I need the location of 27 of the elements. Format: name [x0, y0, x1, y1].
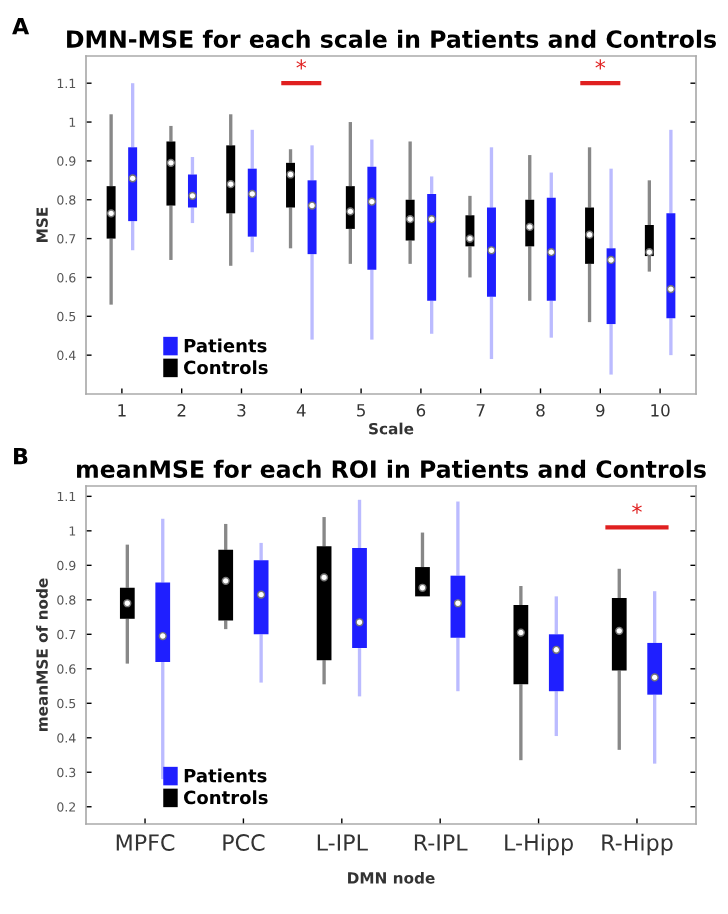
x-tick-label: 9: [596, 404, 605, 417]
annotation: *: [296, 59, 307, 70]
x-tick-label: 3: [237, 404, 246, 417]
x-tick-label: 1: [118, 404, 126, 417]
x-tick-label: 7: [476, 404, 485, 417]
x-tick-label: 5: [357, 404, 365, 417]
legend-label: Patients: [184, 768, 267, 783]
x-tick-label: MPFC: [116, 834, 175, 851]
chart-title: meanMSE for each ROI in Patients and Controls: [77, 459, 706, 478]
x-tick-label: R-IPL: [414, 834, 468, 851]
chart-title: DMN-MSE for each scale in Patients and Controls: [67, 29, 716, 48]
x-tick-label: L-IPL: [317, 834, 368, 851]
x-tick-label: 6: [416, 404, 426, 417]
annotation: *: [632, 503, 642, 514]
x-tick-label: 2: [177, 404, 186, 417]
text: B: [14, 447, 28, 465]
x-tick-label: R-Hipp: [602, 833, 673, 856]
legend-label: Controls: [184, 360, 268, 375]
text: A: [12, 17, 30, 35]
x-tick-label: 8: [536, 404, 545, 417]
annotation: *: [595, 59, 606, 70]
legend-label: Controls: [184, 790, 268, 805]
x-tick-label: PCC: [223, 834, 265, 851]
legend-label: Patients: [184, 338, 267, 353]
x-tick-label: L-Hipp: [505, 833, 573, 856]
x-tick-label: 10: [651, 404, 670, 417]
x-tick-label: 4: [296, 404, 306, 417]
